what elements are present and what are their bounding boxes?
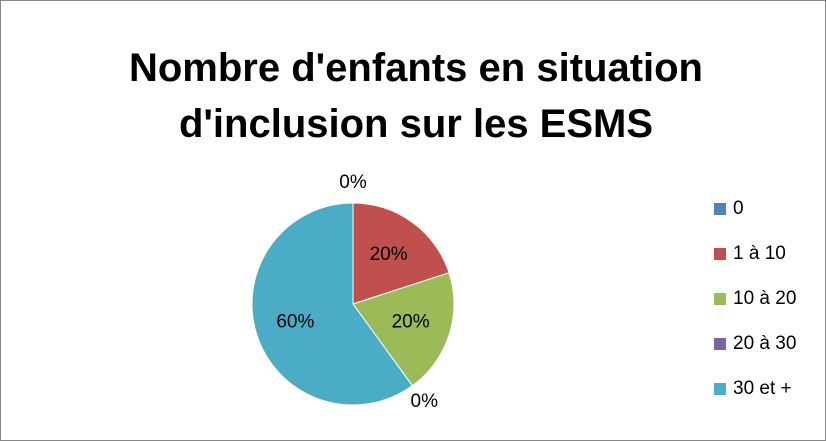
legend-label: 0 — [733, 198, 744, 219]
legend-label: 30 et + — [733, 378, 792, 399]
pie-slice — [352, 272, 455, 387]
pie-slice — [352, 202, 450, 305]
chart-title: Nombre d'enfants en situation d'inclusio… — [128, 46, 703, 146]
legend-label: 10 à 20 — [733, 288, 796, 309]
legend-swatch — [714, 383, 726, 395]
pie-slice — [251, 202, 414, 406]
legend-label: 20 à 30 — [733, 333, 796, 354]
data-label: 20% — [392, 312, 430, 333]
data-label: 60% — [276, 312, 314, 333]
legend-swatch — [714, 293, 726, 305]
legend-swatch — [714, 248, 726, 260]
legend-swatch — [714, 203, 726, 215]
data-label: 0% — [339, 172, 367, 193]
data-label: 20% — [370, 244, 408, 265]
legend-swatch — [714, 338, 726, 350]
legend-label: 1 à 10 — [733, 243, 786, 264]
data-label: 0% — [411, 391, 439, 412]
